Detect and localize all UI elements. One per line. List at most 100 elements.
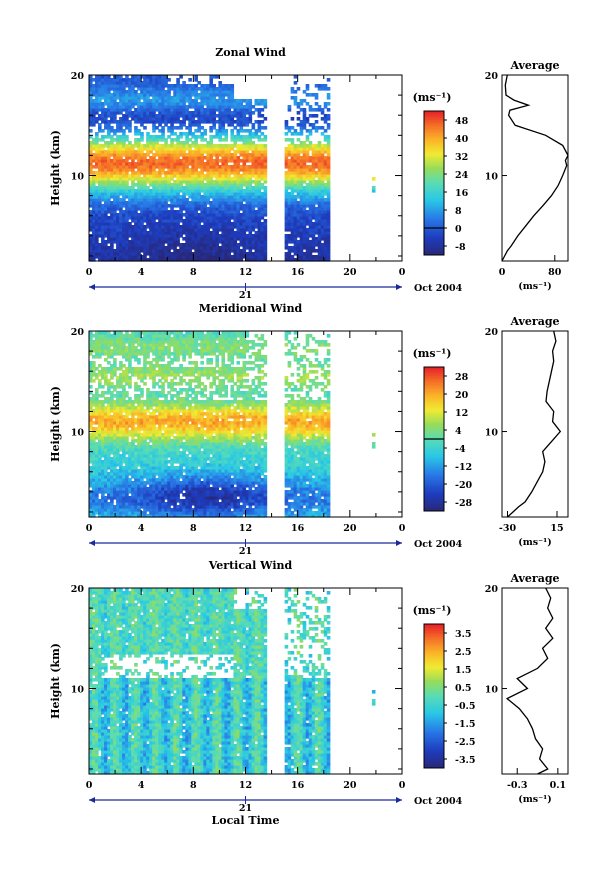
heatmap-cell [155,222,159,226]
heatmap-cell [131,243,135,247]
heatmap-cell [155,81,159,85]
heatmap-cell [107,114,111,118]
heatmap-cell [152,201,156,205]
heatmap-cell [116,129,120,133]
heatmap-cell [116,123,120,127]
heatmap-cell [140,207,144,211]
heatmap-cell [110,213,114,217]
heatmap-cell [158,129,162,133]
heatmap-cell [137,198,141,202]
heatmap-cell [131,81,135,85]
heatmap-cell [122,219,126,223]
heatmap-cell [122,189,126,193]
heatmap-cell [104,177,108,181]
heatmap-cell [131,156,135,160]
heatmap-cell [155,240,159,244]
heatmap-cell [140,186,144,190]
heatmap-cell [152,99,156,103]
heatmap-cell [146,249,150,253]
heatmap-cell [131,246,135,250]
heatmap-cell [104,216,108,220]
heatmap-cell [128,201,132,205]
heatmap-cell [161,147,165,151]
heatmap-cell [98,165,102,169]
heatmap-cell [140,210,144,214]
heatmap-cell [92,225,96,229]
heatmap-cell [104,144,108,148]
heatmap-cell [89,81,93,85]
heatmap-cell [107,105,111,109]
heatmap-cell [119,210,123,214]
heatmap-cell [113,129,117,133]
heatmap-cell [137,180,141,184]
heatmap-cell [158,99,162,103]
heatmap-cell [158,240,162,244]
heatmap-cell [125,117,129,121]
heatmap-cell [155,171,159,175]
heatmap-cell [152,114,156,118]
heatmap-cell [152,81,156,85]
heatmap-cell [152,117,156,121]
heatmap-cell [302,108,307,112]
heatmap-cell [158,156,162,160]
heatmap-cell [161,138,165,142]
heatmap-cell [149,75,153,79]
heatmap-cell [125,258,129,262]
heatmap-cell [113,138,117,142]
heatmap-cell [122,123,126,127]
heatmap-cell [248,99,253,103]
heatmap-cell [89,111,93,115]
heatmap-cell [89,156,93,160]
heatmap-cell [161,204,165,208]
heatmap-cell [98,198,102,202]
heatmap-cell [113,156,117,160]
heatmap-cell [101,105,105,109]
heatmap-cell [134,120,138,124]
heatmap-cell [89,108,93,112]
heatmap-cell [125,186,129,190]
heatmap-cell [131,111,135,115]
heatmap-cell [101,138,105,142]
heatmap-cell [152,258,156,262]
heatmap-cell [89,135,93,139]
colorbar-tick-label: 0 [455,224,462,235]
heatmap-cell [128,141,132,145]
heatmap-cell [149,192,153,196]
heatmap-cell [119,84,123,88]
heatmap-cell [98,81,102,85]
heatmap-cell [158,246,162,250]
heatmap-cell [152,228,156,232]
heatmap-cell [110,81,114,85]
heatmap-cell [92,138,96,142]
heatmap-cell [158,207,162,211]
heatmap-cell [92,90,96,94]
heatmap-cell [101,234,105,238]
heatmap-cell [146,81,150,85]
heatmap-cell [104,123,108,127]
heatmap-cell [119,120,123,124]
heatmap-cell [128,207,132,211]
heatmap-cell [137,93,141,97]
heatmap-cell [122,132,126,136]
heatmap-cell [131,102,135,106]
heatmap-cell [134,141,138,145]
heatmap-cell [107,168,111,172]
heatmap-cell [113,207,117,211]
heatmap-cell [149,213,153,217]
heatmap-cell [107,219,111,223]
heatmap-cell [149,138,153,142]
heatmap-cell [89,141,93,145]
heatmap-cell [149,108,153,112]
heatmap-cell [146,225,150,229]
heatmap-cell [155,258,159,262]
heatmap-cell [119,207,123,211]
heatmap-cell [122,201,126,205]
heatmap-cell [143,144,147,148]
heatmap-cell [152,120,156,124]
heatmap-cell [158,150,162,154]
heatmap-cell [149,78,153,82]
heatmap-cell [146,174,150,178]
heatmap-cell [143,201,147,205]
heatmap-cell [92,177,96,181]
heatmap-cell [89,198,93,202]
